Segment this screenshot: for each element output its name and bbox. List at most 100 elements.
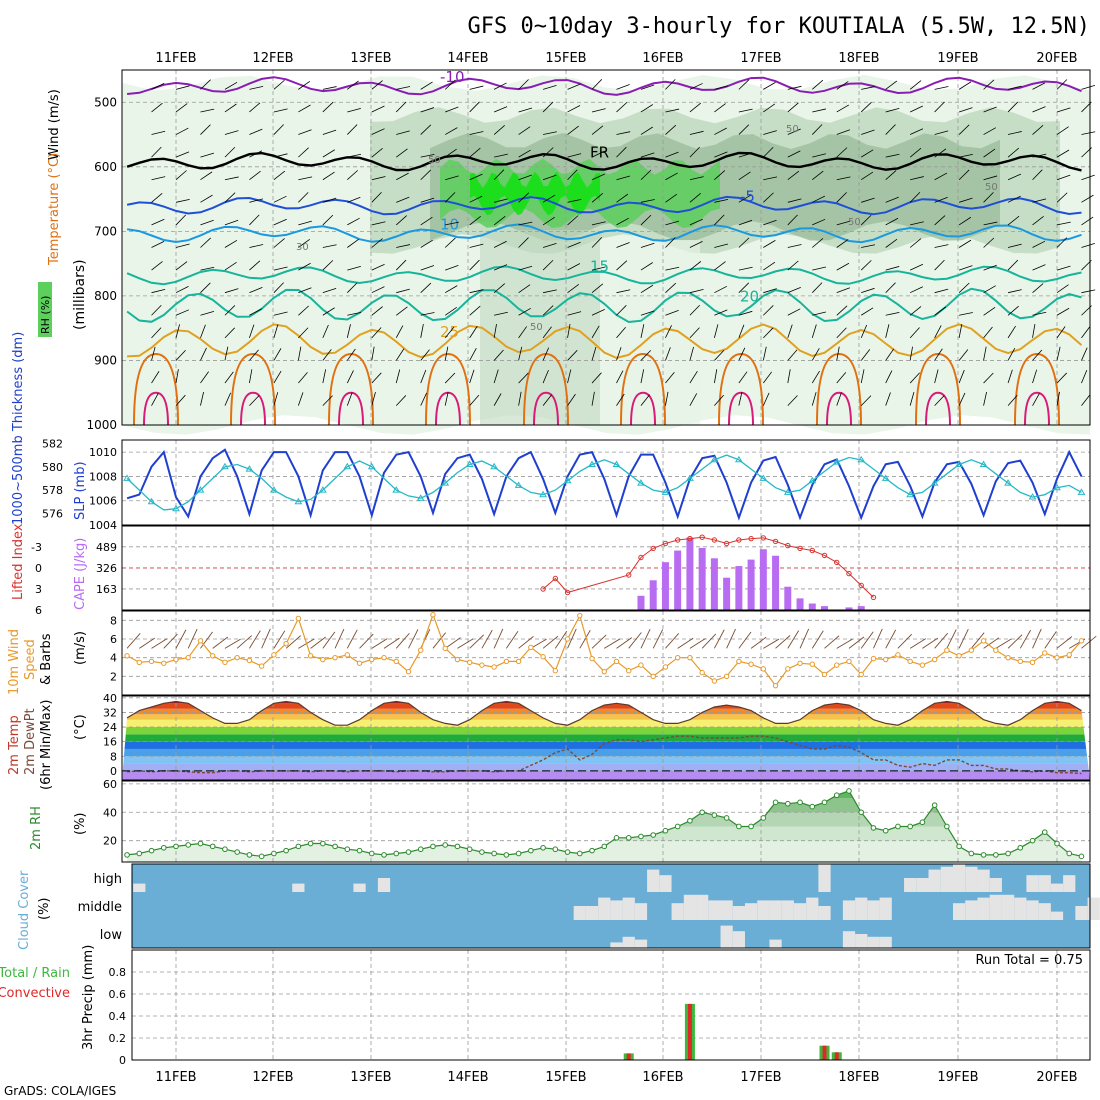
wind-barb [897, 633, 913, 649]
cloud-cell [133, 883, 146, 892]
thickness-marker [881, 474, 890, 481]
wind-barb [591, 372, 602, 384]
wind-barb [885, 217, 899, 226]
wind-barb [1081, 85, 1096, 90]
wind-barb [249, 244, 264, 248]
rh2m-point [736, 823, 742, 830]
wind-barb [444, 285, 458, 294]
cloud-cell [757, 900, 770, 920]
wind-barb [542, 347, 550, 361]
wind-speed-point [577, 612, 583, 619]
wind-barb [958, 369, 965, 384]
cloud-cell [842, 900, 856, 920]
wind-barb [763, 240, 776, 248]
wind-barb [811, 124, 823, 135]
rh2m-point [687, 817, 693, 824]
thickness-marker [588, 460, 596, 467]
wind-barb [187, 628, 198, 649]
wind-barb [175, 394, 186, 406]
wind-barb [836, 129, 851, 135]
wind-barb [346, 629, 358, 649]
wind-speed-point [1029, 659, 1036, 666]
wind-barb [518, 346, 523, 361]
wind-barb [518, 149, 531, 158]
rh-contour-label: 50 [985, 182, 998, 193]
wind-barb [518, 391, 522, 406]
lifted-index-point [797, 545, 803, 552]
date-tick-label: 16FEB [642, 51, 683, 66]
wind-speed-point [662, 664, 669, 670]
wind-barb [542, 174, 557, 181]
wind-barb [200, 194, 213, 203]
thickness-marker [637, 479, 645, 486]
wind-barb [224, 219, 239, 226]
wind-barb [836, 147, 848, 158]
wind-barb [542, 259, 554, 271]
wind-barb [591, 325, 600, 339]
wind-barb [249, 150, 263, 158]
wind-barb [224, 146, 236, 158]
rh2m-point [540, 844, 546, 851]
rh2m-point [711, 812, 718, 818]
wind-barb [224, 192, 236, 203]
wind-barb [616, 326, 626, 339]
wind-barb [983, 221, 998, 226]
wind-barb [640, 104, 654, 113]
wind-barb [151, 176, 166, 181]
isotherm-label: 20 [740, 288, 759, 306]
cloud-cell [377, 878, 391, 892]
wind-barb [983, 346, 987, 361]
rh2m-point [968, 850, 975, 857]
thickness-marker [759, 474, 768, 481]
thickness-tick-label: 580 [42, 461, 63, 474]
rh-tick-label: 60 [103, 778, 117, 791]
wind-barb [885, 392, 891, 406]
cloud-cell [977, 869, 990, 892]
wind-barb [371, 238, 383, 248]
wind-barb [934, 632, 949, 649]
wind-speed-point [148, 658, 155, 665]
wind-barb [542, 242, 557, 248]
wind-barb [1056, 221, 1071, 226]
cloud-cell [610, 942, 623, 948]
wind-speed-point [540, 654, 546, 660]
cloud-cell [769, 939, 782, 948]
wind-barb [1081, 174, 1095, 181]
axis-title: Cloud Cover [17, 870, 32, 950]
isotherm-loop [816, 352, 862, 426]
wind-barb [665, 391, 669, 406]
lifted-index-point [711, 537, 718, 543]
wind-barb [347, 282, 358, 293]
wind-barb [298, 372, 308, 384]
wind-barb [1032, 311, 1047, 316]
wind-barb [151, 261, 163, 271]
lifted-index-point [846, 570, 852, 577]
wind-barb [396, 148, 408, 158]
wind-barb [1056, 79, 1068, 90]
wind-barb [1007, 259, 1019, 271]
wind-barb [689, 371, 698, 384]
rh2m-point [234, 849, 240, 855]
cloud-cell [732, 906, 745, 920]
temp-tick-label: 8 [110, 750, 117, 763]
cloud-cell [659, 875, 672, 892]
cloud-cell [989, 878, 1002, 892]
temp-tick-label: 24 [103, 721, 117, 734]
wind-barb [1081, 369, 1088, 384]
isotherm-loop [1024, 391, 1050, 426]
temp-band [122, 714, 1090, 720]
lifted-index-point [772, 538, 779, 545]
wind-barb [249, 128, 263, 135]
wind-barb [1007, 215, 1020, 226]
wind-barb [616, 175, 631, 181]
isotherm-line [126, 265, 1082, 286]
wind-barb [322, 395, 333, 406]
wind-barb [200, 152, 214, 158]
wind-speed-point [956, 653, 962, 659]
cape-bar [784, 586, 792, 610]
dewpoint-line [127, 735, 1082, 775]
wind-barb [469, 243, 484, 248]
wind-barb [322, 214, 334, 226]
wind-barb [1056, 149, 1070, 158]
